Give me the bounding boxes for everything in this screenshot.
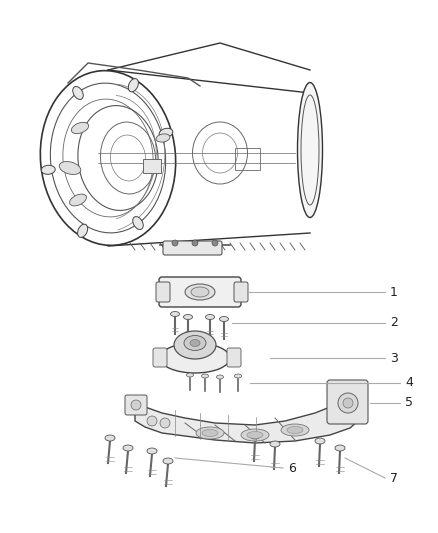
Circle shape [160,418,170,428]
Ellipse shape [123,445,133,451]
Ellipse shape [201,374,208,378]
FancyBboxPatch shape [153,348,167,367]
Ellipse shape [184,335,206,351]
FancyBboxPatch shape [163,241,222,255]
Ellipse shape [281,424,309,436]
Ellipse shape [187,373,194,377]
Text: 7: 7 [390,472,398,484]
Ellipse shape [170,311,180,317]
Ellipse shape [297,83,322,217]
Text: 4: 4 [405,376,413,390]
Ellipse shape [287,426,303,433]
Ellipse shape [219,317,229,321]
Ellipse shape [190,340,200,346]
Circle shape [338,393,358,413]
Text: 2: 2 [390,317,398,329]
Text: 5: 5 [405,397,413,409]
FancyBboxPatch shape [234,282,248,302]
Circle shape [147,416,157,426]
FancyBboxPatch shape [327,380,368,424]
Ellipse shape [128,78,138,92]
Ellipse shape [270,441,280,447]
Circle shape [212,240,218,246]
Circle shape [172,240,178,246]
Ellipse shape [133,216,143,230]
Ellipse shape [335,445,345,451]
Ellipse shape [205,314,215,319]
Ellipse shape [160,343,230,373]
FancyBboxPatch shape [159,277,241,307]
Bar [235,148,260,170]
Circle shape [192,240,198,246]
FancyBboxPatch shape [125,395,147,415]
Ellipse shape [241,429,269,441]
Circle shape [131,400,141,410]
FancyBboxPatch shape [156,282,170,302]
Polygon shape [135,388,360,443]
Ellipse shape [105,435,115,441]
Ellipse shape [234,374,241,378]
Ellipse shape [70,194,86,206]
Ellipse shape [78,224,88,237]
Text: 1: 1 [390,286,398,298]
Ellipse shape [159,128,173,138]
Ellipse shape [202,430,218,437]
FancyBboxPatch shape [227,348,241,367]
Ellipse shape [191,287,209,297]
Ellipse shape [147,448,157,454]
Text: 3: 3 [390,351,398,365]
Ellipse shape [185,284,215,300]
Ellipse shape [184,314,192,319]
Ellipse shape [315,438,325,444]
Ellipse shape [156,134,170,142]
Circle shape [343,398,353,408]
Ellipse shape [196,427,224,439]
Ellipse shape [247,432,263,439]
Ellipse shape [250,433,260,439]
Ellipse shape [59,161,81,174]
Text: 6: 6 [288,462,296,474]
Ellipse shape [216,375,223,379]
Ellipse shape [71,123,88,134]
Ellipse shape [163,458,173,464]
Ellipse shape [41,165,55,174]
Bar [143,159,161,173]
Ellipse shape [174,331,216,359]
Ellipse shape [73,86,83,100]
